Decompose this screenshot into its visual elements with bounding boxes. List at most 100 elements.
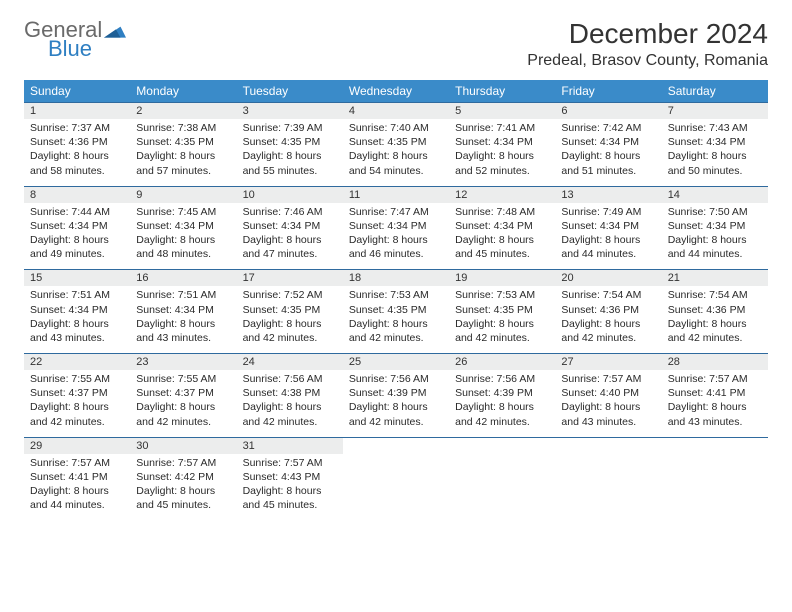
sunset-line: Sunset: 4:35 PM	[243, 303, 337, 317]
day-info-cell: Sunrise: 7:50 AMSunset: 4:34 PMDaylight:…	[662, 203, 768, 270]
weekday-header: Friday	[555, 80, 661, 103]
sunrise-line: Sunrise: 7:57 AM	[30, 456, 124, 470]
day-number-cell: 22	[24, 354, 130, 371]
daylight-line: Daylight: 8 hours and 42 minutes.	[136, 400, 230, 428]
day-number-cell: 6	[555, 103, 661, 120]
weekday-header-row: Sunday Monday Tuesday Wednesday Thursday…	[24, 80, 768, 103]
sunset-line: Sunset: 4:34 PM	[30, 303, 124, 317]
day-number-cell: 2	[130, 103, 236, 120]
weekday-header: Monday	[130, 80, 236, 103]
daylight-line: Daylight: 8 hours and 50 minutes.	[668, 149, 762, 177]
sunset-line: Sunset: 4:36 PM	[668, 303, 762, 317]
daylight-line: Daylight: 8 hours and 42 minutes.	[243, 317, 337, 345]
sunrise-line: Sunrise: 7:47 AM	[349, 205, 443, 219]
daynum-row: 22232425262728	[24, 354, 768, 371]
day-number-cell	[555, 437, 661, 454]
sunrise-line: Sunrise: 7:40 AM	[349, 121, 443, 135]
sunrise-line: Sunrise: 7:37 AM	[30, 121, 124, 135]
sunset-line: Sunset: 4:37 PM	[136, 386, 230, 400]
sunrise-line: Sunrise: 7:54 AM	[561, 288, 655, 302]
daylight-line: Daylight: 8 hours and 55 minutes.	[243, 149, 337, 177]
logo-text: General Blue	[24, 18, 102, 60]
day-number-cell: 28	[662, 354, 768, 371]
sunset-line: Sunset: 4:41 PM	[30, 470, 124, 484]
logo: General Blue	[24, 18, 126, 60]
header: General Blue December 2024 Predeal, Bras…	[24, 18, 768, 70]
day-info-cell: Sunrise: 7:53 AMSunset: 4:35 PMDaylight:…	[449, 286, 555, 353]
daylight-line: Daylight: 8 hours and 43 minutes.	[30, 317, 124, 345]
daylight-line: Daylight: 8 hours and 46 minutes.	[349, 233, 443, 261]
day-info-cell	[555, 454, 661, 521]
sunrise-line: Sunrise: 7:57 AM	[136, 456, 230, 470]
day-info-cell: Sunrise: 7:51 AMSunset: 4:34 PMDaylight:…	[24, 286, 130, 353]
info-row: Sunrise: 7:51 AMSunset: 4:34 PMDaylight:…	[24, 286, 768, 353]
daylight-line: Daylight: 8 hours and 45 minutes.	[455, 233, 549, 261]
title-block: December 2024 Predeal, Brasov County, Ro…	[527, 18, 768, 70]
sunrise-line: Sunrise: 7:41 AM	[455, 121, 549, 135]
day-number-cell: 23	[130, 354, 236, 371]
month-title: December 2024	[527, 18, 768, 50]
sunset-line: Sunset: 4:38 PM	[243, 386, 337, 400]
daylight-line: Daylight: 8 hours and 43 minutes.	[561, 400, 655, 428]
weekday-header: Sunday	[24, 80, 130, 103]
sunset-line: Sunset: 4:39 PM	[455, 386, 549, 400]
sunrise-line: Sunrise: 7:46 AM	[243, 205, 337, 219]
sunrise-line: Sunrise: 7:39 AM	[243, 121, 337, 135]
day-info-cell: Sunrise: 7:44 AMSunset: 4:34 PMDaylight:…	[24, 203, 130, 270]
sunrise-line: Sunrise: 7:42 AM	[561, 121, 655, 135]
day-info-cell: Sunrise: 7:42 AMSunset: 4:34 PMDaylight:…	[555, 119, 661, 186]
day-number-cell: 20	[555, 270, 661, 287]
sunset-line: Sunset: 4:34 PM	[668, 219, 762, 233]
sunset-line: Sunset: 4:34 PM	[136, 219, 230, 233]
day-number-cell: 18	[343, 270, 449, 287]
info-row: Sunrise: 7:55 AMSunset: 4:37 PMDaylight:…	[24, 370, 768, 437]
day-info-cell	[449, 454, 555, 521]
day-info-cell: Sunrise: 7:43 AMSunset: 4:34 PMDaylight:…	[662, 119, 768, 186]
daylight-line: Daylight: 8 hours and 42 minutes.	[455, 400, 549, 428]
day-number-cell: 31	[237, 437, 343, 454]
sunrise-line: Sunrise: 7:49 AM	[561, 205, 655, 219]
day-info-cell: Sunrise: 7:45 AMSunset: 4:34 PMDaylight:…	[130, 203, 236, 270]
calendar-table: Sunday Monday Tuesday Wednesday Thursday…	[24, 80, 768, 520]
sunset-line: Sunset: 4:35 PM	[349, 135, 443, 149]
day-info-cell: Sunrise: 7:55 AMSunset: 4:37 PMDaylight:…	[130, 370, 236, 437]
sunrise-line: Sunrise: 7:56 AM	[455, 372, 549, 386]
day-number-cell: 19	[449, 270, 555, 287]
day-number-cell: 25	[343, 354, 449, 371]
sunrise-line: Sunrise: 7:56 AM	[243, 372, 337, 386]
sunrise-line: Sunrise: 7:44 AM	[30, 205, 124, 219]
day-info-cell: Sunrise: 7:46 AMSunset: 4:34 PMDaylight:…	[237, 203, 343, 270]
sunrise-line: Sunrise: 7:53 AM	[455, 288, 549, 302]
day-number-cell: 11	[343, 186, 449, 203]
sunset-line: Sunset: 4:34 PM	[561, 135, 655, 149]
daylight-line: Daylight: 8 hours and 42 minutes.	[349, 400, 443, 428]
sunrise-line: Sunrise: 7:57 AM	[243, 456, 337, 470]
daylight-line: Daylight: 8 hours and 44 minutes.	[30, 484, 124, 512]
day-info-cell: Sunrise: 7:57 AMSunset: 4:41 PMDaylight:…	[662, 370, 768, 437]
sunset-line: Sunset: 4:34 PM	[30, 219, 124, 233]
day-info-cell: Sunrise: 7:38 AMSunset: 4:35 PMDaylight:…	[130, 119, 236, 186]
day-info-cell: Sunrise: 7:56 AMSunset: 4:39 PMDaylight:…	[449, 370, 555, 437]
day-number-cell: 1	[24, 103, 130, 120]
sunset-line: Sunset: 4:40 PM	[561, 386, 655, 400]
daynum-row: 15161718192021	[24, 270, 768, 287]
daylight-line: Daylight: 8 hours and 43 minutes.	[136, 317, 230, 345]
sunrise-line: Sunrise: 7:51 AM	[136, 288, 230, 302]
day-info-cell: Sunrise: 7:56 AMSunset: 4:38 PMDaylight:…	[237, 370, 343, 437]
day-number-cell: 8	[24, 186, 130, 203]
sunset-line: Sunset: 4:34 PM	[455, 219, 549, 233]
day-info-cell: Sunrise: 7:55 AMSunset: 4:37 PMDaylight:…	[24, 370, 130, 437]
day-number-cell: 27	[555, 354, 661, 371]
sunrise-line: Sunrise: 7:53 AM	[349, 288, 443, 302]
day-number-cell: 13	[555, 186, 661, 203]
sunrise-line: Sunrise: 7:45 AM	[136, 205, 230, 219]
day-number-cell: 21	[662, 270, 768, 287]
weekday-header: Tuesday	[237, 80, 343, 103]
daynum-row: 1234567	[24, 103, 768, 120]
sunset-line: Sunset: 4:43 PM	[243, 470, 337, 484]
daylight-line: Daylight: 8 hours and 42 minutes.	[455, 317, 549, 345]
daylight-line: Daylight: 8 hours and 42 minutes.	[243, 400, 337, 428]
location: Predeal, Brasov County, Romania	[527, 52, 768, 70]
daylight-line: Daylight: 8 hours and 45 minutes.	[136, 484, 230, 512]
sunrise-line: Sunrise: 7:55 AM	[30, 372, 124, 386]
